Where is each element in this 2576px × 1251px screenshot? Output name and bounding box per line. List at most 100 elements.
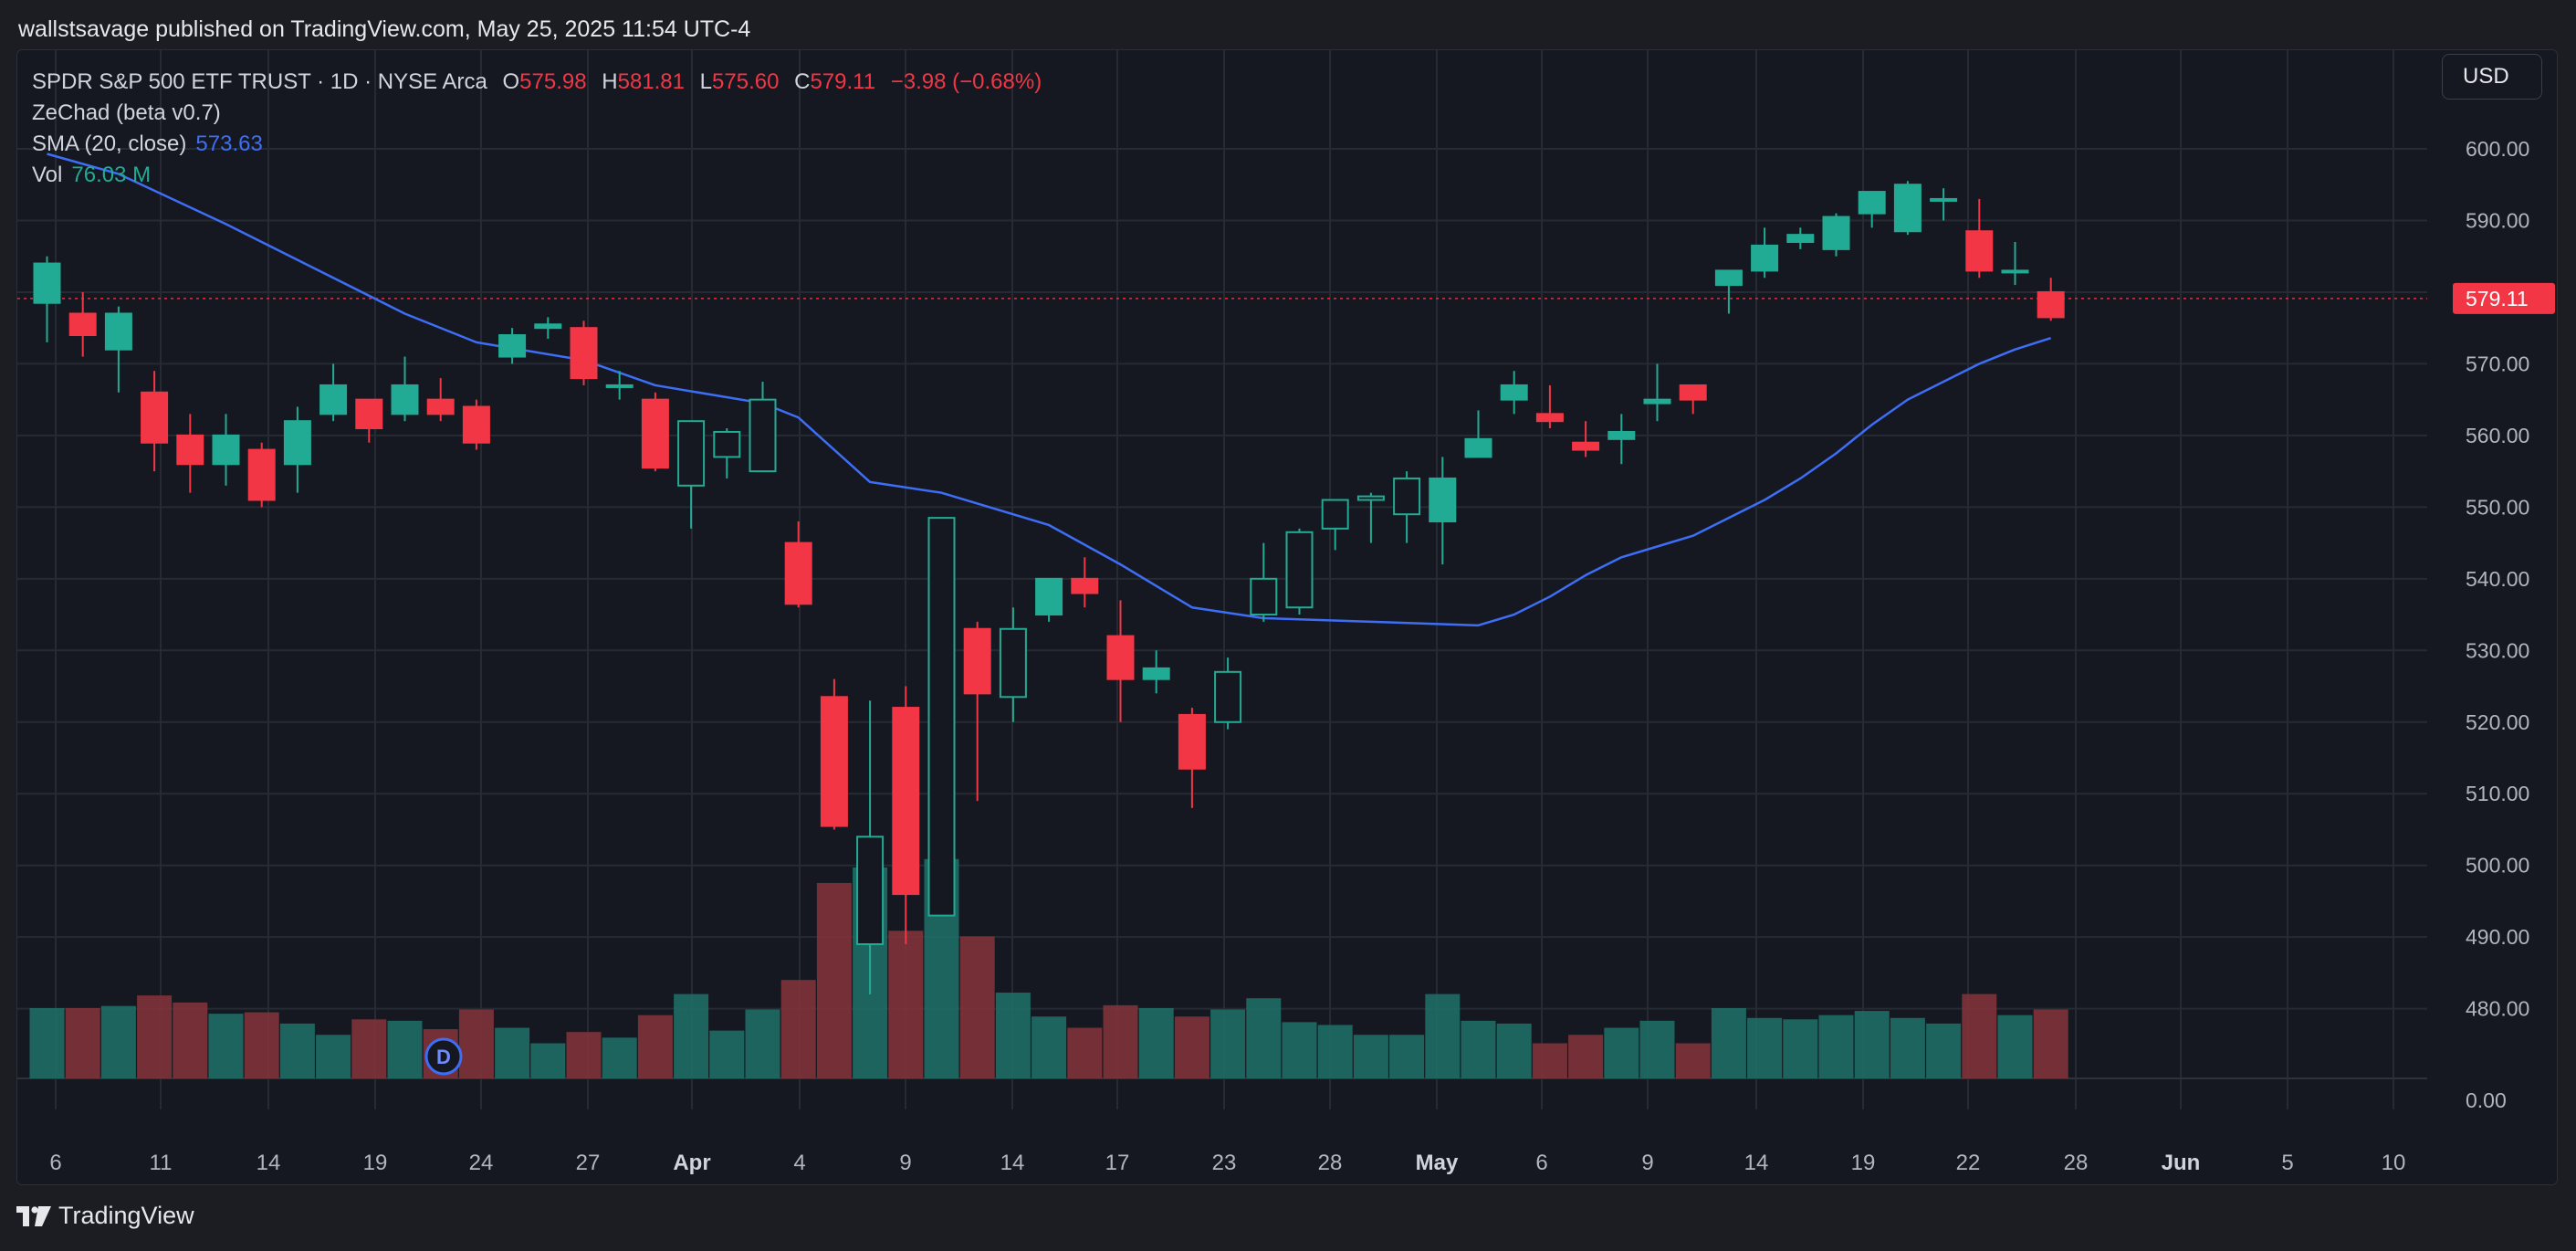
last-price-tag-label: 579.11	[2466, 287, 2529, 310]
volume-bar	[602, 1037, 637, 1078]
candle	[1429, 457, 1457, 565]
candle	[1500, 371, 1528, 415]
candle	[570, 321, 598, 385]
candle-body	[1643, 398, 1671, 405]
legend-indicator-name[interactable]: ZeChad (beta v0.7)	[32, 100, 221, 125]
legend-indicator-row[interactable]: ZeChad (beta v0.7)	[32, 98, 1042, 129]
legend-symbol[interactable]: SPDR S&P 500 ETF TRUST · 1D · NYSE Arca	[32, 69, 487, 94]
candle-body	[784, 541, 812, 605]
volume-bar	[1246, 998, 1282, 1078]
candle	[1035, 577, 1063, 622]
legend-volume-row[interactable]: Vol 76.03 M	[32, 160, 1042, 191]
candle	[1250, 542, 1278, 622]
candle	[391, 356, 419, 422]
volume-bar	[1818, 1014, 1854, 1078]
candle	[355, 398, 383, 443]
candle	[1321, 499, 1349, 551]
candle-body	[1178, 713, 1206, 770]
candle	[1393, 471, 1421, 543]
candle-body	[749, 398, 777, 473]
candle	[677, 420, 706, 529]
volume-bar	[1568, 1035, 1604, 1078]
legend-sma-row[interactable]: SMA (20, close) 573.63	[32, 129, 1042, 160]
candle-body	[641, 398, 669, 469]
sma-line	[47, 152, 2052, 627]
price-chart[interactable]: D600.00590.00580.00570.00560.00550.00540…	[17, 50, 2557, 1184]
legend-close-value: 579.11	[810, 69, 876, 94]
volume-bar	[995, 993, 1031, 1078]
time-axis-label: Apr	[673, 1151, 710, 1175]
time-axis-label: 14	[257, 1151, 281, 1175]
candle-body	[1071, 577, 1099, 594]
volume-bar	[316, 1035, 351, 1078]
candle	[1356, 492, 1385, 543]
candle	[749, 382, 777, 473]
legend-sma-label[interactable]: SMA (20, close)	[32, 131, 187, 156]
price-axis-label: 560.00	[2466, 424, 2529, 447]
candle	[426, 378, 455, 422]
currency-button[interactable]: USD	[2442, 54, 2542, 100]
time-axis-label: May	[1416, 1151, 1459, 1175]
candle-body	[283, 420, 311, 466]
time-axis-label: 24	[469, 1151, 494, 1175]
candle-body	[927, 517, 956, 917]
candle-body	[391, 384, 419, 415]
candle-body	[1679, 384, 1707, 401]
candle-body	[1535, 413, 1564, 423]
volume-bar	[1317, 1025, 1353, 1078]
candle-body	[1214, 670, 1242, 723]
tradingview-logo-icon	[16, 1205, 51, 1226]
candle	[462, 399, 490, 450]
legend-symbol-row: SPDR S&P 500 ETF TRUST · 1D · NYSE Arca …	[32, 67, 1042, 98]
volume-bar	[1890, 1017, 1925, 1078]
candle	[498, 328, 527, 364]
chart-legend: SPDR S&P 500 ETF TRUST · 1D · NYSE Arca …	[32, 67, 1042, 191]
candle-body	[1106, 635, 1135, 680]
price-axis-label: 600.00	[2466, 137, 2529, 161]
candle	[713, 428, 741, 478]
candle	[1965, 198, 1994, 279]
candle	[641, 392, 669, 472]
volume-bar	[1639, 1020, 1675, 1078]
price-axis-label: 490.00	[2466, 925, 2529, 949]
candle	[283, 406, 311, 493]
volume-bar	[566, 1032, 602, 1078]
publisher-line: wallstsavage published on TradingView.co…	[18, 16, 751, 42]
candle	[104, 306, 132, 393]
candle	[247, 442, 276, 508]
candle	[820, 678, 848, 830]
candle	[1214, 657, 1242, 730]
time-axis-label: 14	[1000, 1151, 1025, 1175]
time-axis-label: 5	[2281, 1151, 2293, 1175]
candle	[1643, 363, 1671, 422]
candle-body	[247, 448, 276, 501]
candle-body	[892, 707, 920, 896]
volume-bar	[1103, 1004, 1138, 1078]
time-axis-label: 28	[1318, 1151, 1343, 1175]
legend-volume-value: 76.03 M	[71, 163, 152, 187]
time-axis-label: 11	[150, 1151, 173, 1175]
candle	[1858, 191, 1886, 228]
volume-bar	[100, 1005, 136, 1078]
candle-body	[1500, 384, 1528, 401]
candle-body	[68, 312, 97, 337]
legend-volume-label[interactable]: Vol	[32, 163, 63, 187]
volume-bar	[709, 1030, 745, 1078]
volume-bar	[530, 1043, 566, 1078]
volume-bar	[816, 882, 852, 1078]
volume-bar	[1997, 1014, 2033, 1078]
candle-body	[1572, 441, 1600, 451]
candle-body	[212, 434, 240, 466]
candle-body	[713, 430, 741, 458]
volume-bar	[888, 930, 924, 1078]
volume-bar	[637, 1014, 673, 1078]
time-axis-label: 10	[2382, 1151, 2406, 1175]
candle	[1178, 708, 1206, 808]
last-price-tag-bg	[2453, 282, 2555, 314]
volume-bar	[351, 1019, 387, 1078]
tradingview-brand[interactable]: TradingView	[16, 1202, 194, 1230]
candle	[319, 363, 348, 422]
candle	[33, 256, 61, 342]
price-axis-label: 530.00	[2466, 638, 2529, 662]
chart-frame[interactable]: D600.00590.00580.00570.00560.00550.00540…	[16, 49, 2558, 1185]
